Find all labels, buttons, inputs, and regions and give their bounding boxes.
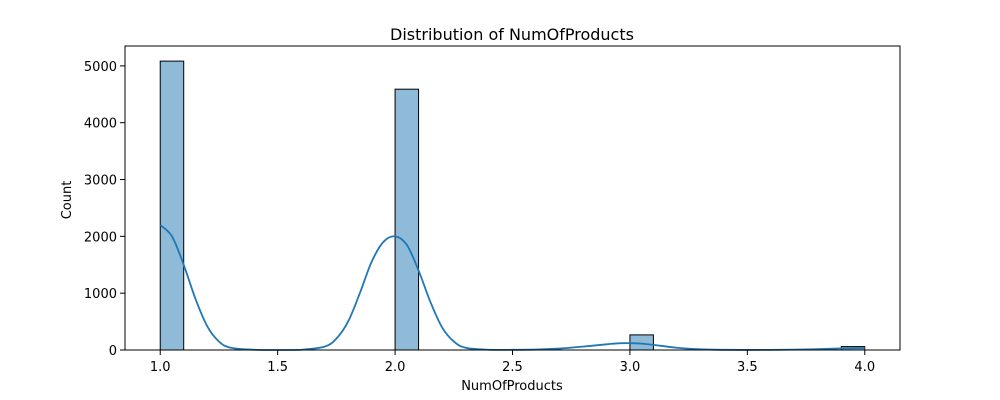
y-axis-title: Count: [60, 181, 75, 220]
y-tick-label: 2000: [84, 230, 117, 245]
x-axis: 1.0 1.5 2.0 2.5 3.0 3.5 4.0: [150, 350, 875, 375]
x-tick-label: 2.0: [385, 360, 406, 375]
x-tick-label: 1.0: [150, 360, 171, 375]
y-tick-label: 0: [109, 344, 117, 359]
chart-title: Distribution of NumOfProducts: [390, 25, 634, 44]
histogram-bar-2: [394, 88, 420, 351]
y-axis: 0 1000 2000 3000 4000 5000: [84, 60, 125, 359]
x-tick-label: 2.5: [502, 360, 523, 375]
x-tick-label: 3.5: [737, 360, 758, 375]
x-axis-title: NumOfProducts: [461, 379, 563, 394]
bars-group: [159, 60, 866, 351]
x-tick-label: 3.0: [620, 360, 641, 375]
y-tick-label: 1000: [84, 287, 117, 302]
x-tick-label: 1.5: [267, 360, 288, 375]
y-tick-label: 4000: [84, 117, 117, 132]
y-tick-label: 5000: [84, 60, 117, 75]
histogram-bar-1: [159, 60, 185, 351]
plot-frame: [124, 45, 901, 351]
x-tick-label: 4.0: [854, 360, 875, 375]
y-tick-label: 3000: [84, 174, 117, 189]
kde-line: [159, 224, 865, 351]
